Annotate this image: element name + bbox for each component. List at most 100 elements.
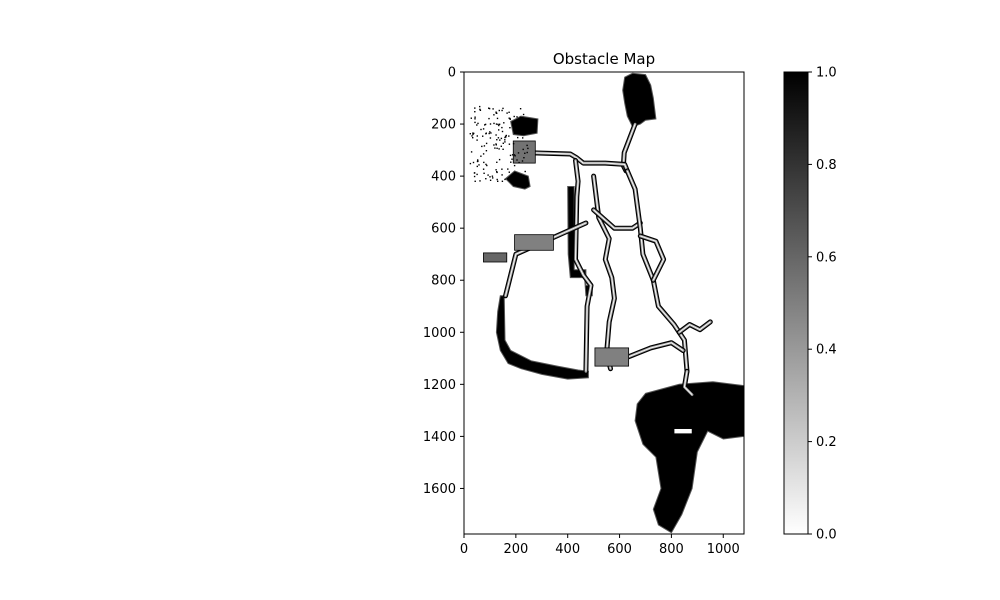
speckle-nw-speckle (472, 133, 474, 136)
speckle-nw-speckle (480, 128, 482, 131)
speckle-nw-speckle (485, 178, 487, 180)
speckle-nw-speckle (516, 174, 518, 177)
speckle-nw-speckle (502, 142, 504, 144)
speckle-nw-speckle (522, 113, 525, 116)
speckle-nw-speckle (476, 135, 478, 137)
speckle-nw-speckle (484, 124, 486, 126)
colorbar-tick-label: 1.0 (816, 66, 837, 81)
speckle-nw-speckle (497, 137, 500, 139)
colorbar-tick-label: 0.4 (816, 343, 837, 358)
speckle-nw-speckle (505, 134, 507, 137)
speckle-nw-speckle (472, 161, 475, 164)
colorbar-axis: 0.0 0.2 0.4 0.6 0.8 1.0 (808, 66, 837, 543)
speckle-nw-speckle (469, 133, 471, 135)
obstacle-north-blob (622, 72, 657, 128)
speckle-nw-speckle (477, 159, 479, 161)
speckle-nw-speckle (495, 112, 497, 114)
speckle-nw-speckle (481, 145, 483, 148)
speckle-nw-speckle (504, 136, 506, 139)
corridor-center-diagonal-arm (678, 321, 711, 333)
speckle-nw-speckle (474, 180, 476, 182)
cell-gray-block (512, 140, 536, 164)
speckle-nw-speckle (524, 152, 526, 154)
x-tick-label: 0 (460, 542, 468, 557)
colorbar-tick-label: 0.2 (816, 435, 837, 450)
speckle-nw-speckle (504, 135, 507, 138)
speckle-nw-speckle (507, 168, 509, 170)
speckle-nw-speckle (493, 144, 495, 146)
cell-left-stub (483, 252, 508, 263)
speckle-nw-speckle (527, 147, 529, 150)
speckle-nw-speckle (482, 128, 485, 130)
y-tick-label: 200 (431, 118, 456, 133)
speckle-nw-speckle (526, 151, 528, 154)
speckle-nw-speckle (489, 179, 492, 181)
speckle-nw-speckle (519, 116, 521, 119)
y-tick-label: 0 (448, 66, 456, 81)
speckle-nw-speckle (485, 163, 487, 166)
speckle-nw-speckle (495, 144, 497, 146)
speckle-nw-speckle (508, 143, 511, 145)
y-axis: 0 200 400 600 800 1000 1200 1400 1600 (423, 66, 464, 497)
speckle-nw-speckle (516, 116, 518, 118)
speckle-nw-speckle (510, 161, 512, 163)
speckle-nw-speckle (488, 107, 490, 109)
corridor-center-ne-connector (683, 371, 693, 396)
speckle-nw-speckle (523, 157, 525, 159)
speckle-nw-speckle (496, 178, 498, 181)
speckle-nw-speckle (471, 135, 473, 137)
corridor-center-side-branch (640, 235, 665, 281)
speckle-nw-speckle (485, 142, 488, 145)
obstacle-south-building (634, 381, 744, 534)
cell-west-rooms (514, 234, 554, 251)
speckle-nw-speckle (520, 178, 522, 181)
speckle-nw-speckle (472, 132, 474, 134)
speckle-nw-speckle (502, 148, 504, 150)
speckle-nw-speckle (509, 117, 511, 120)
speckle-nw-speckle (476, 139, 478, 141)
speckle-nw-speckle (474, 116, 476, 118)
speckle-nw-speckle (490, 132, 492, 134)
speckle-nw-speckle (499, 139, 501, 141)
corridor-center-top-crossing (528, 152, 628, 172)
speckle-nw-speckle (495, 111, 497, 113)
speckle-nw-speckle (476, 124, 478, 126)
cell-center-rooms (594, 347, 630, 367)
corridor-center-inner-loop (593, 176, 615, 369)
speckle-nw-speckle (496, 147, 498, 149)
speckle-nw-speckle (493, 122, 495, 125)
speckle-nw-speckle (478, 164, 480, 166)
speckle-nw-speckle (504, 141, 506, 143)
speckle-nw-speckle (476, 165, 478, 168)
speckle-nw-speckle (472, 137, 474, 139)
speckle-nw-speckle (474, 121, 476, 124)
speckle-nw-speckle (504, 178, 506, 181)
speckle-nw-speckle (477, 122, 479, 125)
speckle-nw-speckle (495, 123, 498, 125)
obstacle-west-building (495, 295, 589, 380)
y-tick-label: 600 (431, 222, 456, 237)
x-axis: 0 200 400 600 800 1000 (460, 534, 740, 557)
speckle-nw-speckle (495, 143, 497, 145)
speckle-nw-speckle (498, 124, 500, 127)
x-tick-label: 600 (607, 542, 632, 557)
speckle-nw-speckle (489, 131, 491, 133)
speckle-nw-speckle (483, 161, 485, 164)
speckle-nw-speckle (498, 109, 500, 112)
y-tick-label: 1600 (423, 482, 456, 497)
speckle-nw-speckle (496, 117, 499, 120)
speckle-nw-speckle (502, 107, 504, 110)
colorbar-tick-label: 0.0 (816, 528, 837, 543)
speckle-nw-speckle (486, 164, 488, 167)
speckle-nw-speckle (522, 131, 524, 134)
speckle-nw-speckle (501, 180, 504, 182)
speckle-nw-speckle (498, 148, 500, 150)
speckle-nw-speckle (516, 159, 518, 161)
speckle-nw-speckle (512, 143, 515, 145)
speckle-nw-speckle (500, 145, 502, 147)
y-tick-label: 1000 (423, 326, 456, 341)
speckle-nw-speckle (494, 147, 496, 149)
speckle-nw-speckle (526, 130, 528, 132)
speckle-nw-speckle (495, 169, 497, 171)
speckle-nw-speckle (522, 177, 524, 179)
